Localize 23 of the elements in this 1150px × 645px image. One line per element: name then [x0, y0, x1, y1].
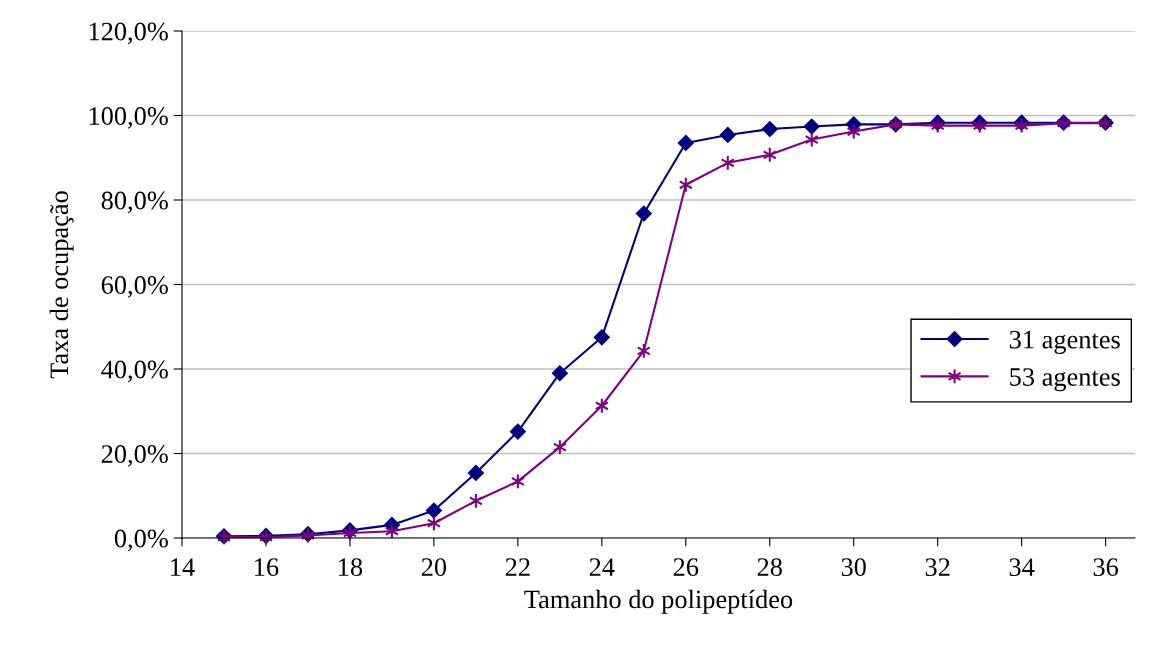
- x-tick-label: 34: [1009, 558, 1035, 577]
- x-tick-label: 14: [171, 558, 195, 576]
- y-tick-label: 120,0%: [89, 22, 168, 45]
- x-tick-label: 30: [841, 558, 866, 577]
- x-tick-label: 26: [673, 558, 699, 577]
- x-tick-label: 24: [589, 558, 615, 576]
- y-tick-label: 40,0%: [101, 360, 168, 383]
- y-tick-label: 20,0%: [101, 445, 168, 467]
- x-tick-label: 20: [421, 558, 447, 577]
- legend-label: 31 agentes: [1009, 330, 1120, 354]
- y-tick-label: 100,0%: [89, 107, 168, 129]
- x-tick-label: 32: [925, 558, 950, 577]
- y-tick-label: 0,0%: [114, 529, 168, 552]
- x-tick-label: 28: [757, 558, 782, 577]
- x-tick-label: 18: [339, 558, 363, 577]
- x-axis-title: Tamanho do polipeptídeo: [524, 589, 793, 614]
- x-tick-label: 36: [1093, 558, 1119, 577]
- x-tick-label: 16: [255, 558, 279, 577]
- legend-label: 53 agentes: [1010, 368, 1120, 392]
- y-axis-title: Taxa de ocupação: [49, 191, 74, 379]
- y-tick-label: 60,0%: [101, 276, 168, 298]
- x-tick-label: 22: [505, 558, 530, 576]
- y-tick-label: 80,0%: [101, 191, 168, 214]
